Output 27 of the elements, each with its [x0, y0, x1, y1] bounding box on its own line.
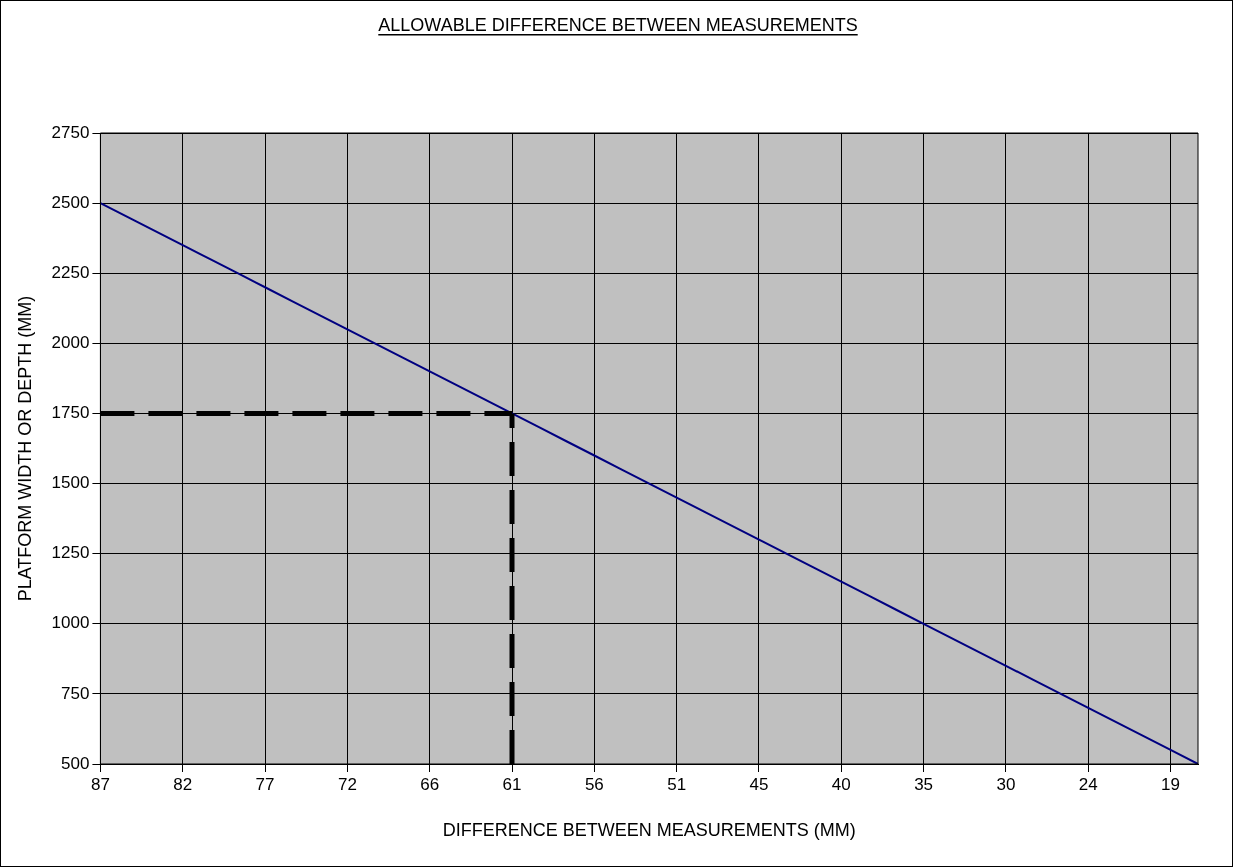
y-tick-label: 1250 [51, 543, 90, 563]
y-tick-label: 2250 [51, 262, 90, 282]
y-tick-label: 500 [61, 753, 90, 773]
y-tick-label: 2500 [51, 192, 90, 212]
x-tick-label: 40 [831, 774, 851, 794]
y-tick-label: 750 [61, 683, 90, 703]
y-tick-label: 2750 [51, 122, 90, 142]
y-axis-title: PLATFORM WIDTH OR DEPTH (MM) [14, 295, 35, 602]
x-tick-label: 30 [996, 774, 1016, 794]
x-tick-label: 45 [749, 774, 769, 794]
y-tick-label: 1500 [51, 473, 90, 493]
chart-title: ALLOWABLE DIFFERENCE BETWEEN MEASUREMENTS [378, 15, 858, 35]
x-tick-label: 56 [584, 774, 604, 794]
x-tick-label: 24 [1078, 774, 1098, 794]
y-tick-label: 2000 [51, 333, 90, 353]
y-tick-label: 1750 [51, 403, 90, 423]
x-tick-label: 82 [173, 774, 193, 794]
y-tick-label: 1000 [51, 613, 90, 633]
x-axis-title: DIFFERENCE BETWEEN MEASUREMENTS (MM) [442, 820, 856, 841]
x-tick-label: 51 [667, 774, 687, 794]
x-tick-label: 66 [420, 774, 440, 794]
x-tick-label: 61 [502, 774, 522, 794]
x-tick-label: 72 [337, 774, 357, 794]
x-tick-label: 87 [90, 774, 110, 794]
x-tick-label: 19 [1161, 774, 1181, 794]
x-tick-label: 77 [255, 774, 275, 794]
x-tick-label: 35 [914, 774, 934, 794]
